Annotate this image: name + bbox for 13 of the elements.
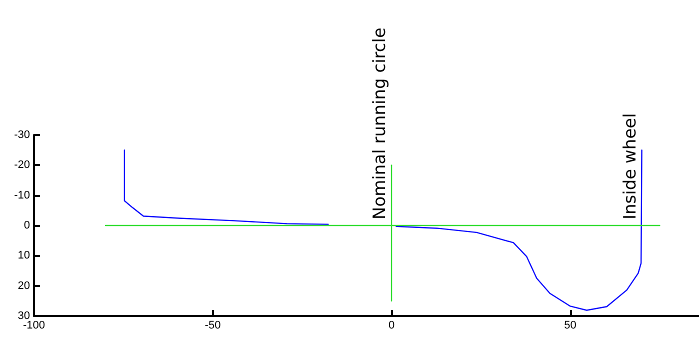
y-tick-label: -30 — [14, 129, 30, 141]
y-tick-label: -10 — [14, 189, 30, 202]
x-tick-label: -50 — [204, 320, 221, 332]
y-tick-label: 10 — [18, 250, 30, 262]
x-tick-label: -100 — [22, 320, 46, 332]
annotation: Nominal running circle — [370, 28, 390, 220]
y-tick-label: 30 — [18, 310, 30, 322]
y-tick-label: -20 — [14, 159, 30, 172]
y-tick-label: 20 — [18, 280, 30, 292]
x-tick-label: 0 — [388, 320, 395, 332]
x-tick-label: 50 — [564, 320, 576, 332]
y-tick-label: 0 — [24, 220, 30, 232]
annotation: Inside wheel — [620, 113, 640, 220]
